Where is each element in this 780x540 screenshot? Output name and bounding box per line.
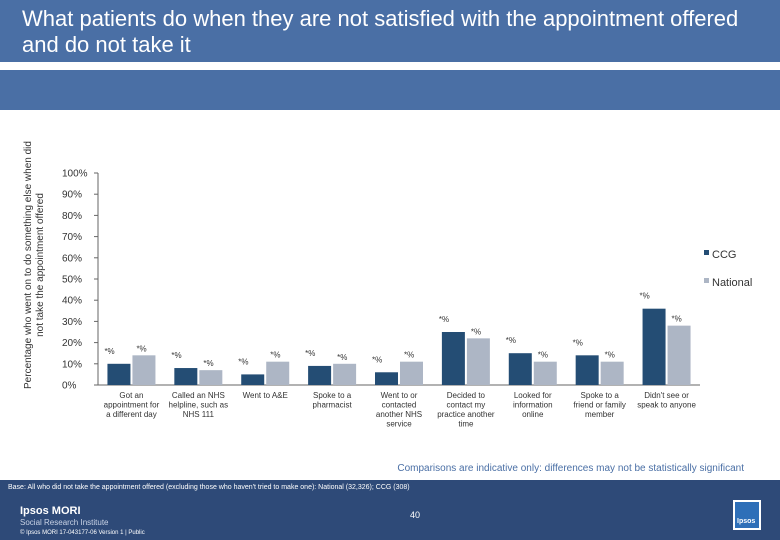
data-label: *%: [605, 351, 615, 360]
data-label: *%: [471, 327, 481, 336]
x-tick-label: practice another: [437, 410, 495, 419]
data-label: *%: [305, 349, 315, 358]
ipsos-badge-text: Ipsos: [737, 518, 756, 525]
ipsos-mori-logo: Ipsos MORI: [20, 505, 81, 517]
x-tick-label: pharmacist: [313, 401, 353, 410]
x-tick-label: speak to anyone: [637, 401, 696, 410]
data-label: *%: [270, 351, 280, 360]
question-banner: Q19. What did you do when you did not ta…: [0, 70, 780, 167]
x-tick-label: appointment for: [104, 401, 160, 410]
bar-ccg-3: [308, 365, 332, 385]
x-tick-label: Decided to: [447, 391, 486, 400]
data-label: *%: [104, 347, 114, 356]
bar-national-0: [132, 355, 156, 385]
y-tick-label: 0%: [62, 381, 77, 392]
bar-ccg-0: [107, 363, 131, 385]
bar-national-6: [533, 361, 557, 385]
x-tick-label: Went to or: [381, 391, 418, 400]
y-tick-label: 50%: [62, 275, 82, 286]
data-label: *%: [573, 338, 583, 347]
bar-national-3: [333, 363, 357, 385]
x-tick-label: helpline, such as: [169, 401, 229, 410]
bar-national-5: [466, 338, 490, 385]
x-tick-label: Spoke to a: [581, 391, 620, 400]
legend-label: CCG: [712, 249, 736, 261]
data-label: *%: [640, 292, 650, 301]
legend-label: National: [712, 277, 752, 289]
page-title: What patients do when they are not satis…: [22, 6, 739, 57]
data-label: *%: [337, 353, 347, 362]
x-tick-label: Didn't see or: [644, 391, 689, 400]
data-label: *%: [439, 315, 449, 324]
data-label: *%: [538, 351, 548, 360]
x-tick-label: Looked for: [514, 391, 552, 400]
y-tick-label: 10%: [62, 359, 82, 370]
bar-national-8: [667, 325, 691, 385]
data-label: *%: [203, 359, 213, 368]
bar-ccg-7: [575, 355, 599, 385]
x-tick-label: a different day: [106, 410, 157, 419]
x-tick-label: contact my: [447, 401, 486, 410]
y-tick-label: 70%: [62, 232, 82, 243]
x-tick-label: Called an NHS: [172, 391, 225, 400]
data-label: *%: [372, 355, 382, 364]
bar-ccg-2: [241, 374, 265, 385]
bar-ccg-4: [375, 372, 398, 385]
bar-ccg-8: [642, 308, 666, 385]
x-tick-label: information: [513, 401, 553, 410]
y-tick-label: 90%: [62, 190, 82, 201]
x-tick-label: friend or family: [573, 401, 625, 410]
x-tick-label: Spoke to a: [313, 391, 352, 400]
bar-ccg-1: [174, 368, 198, 385]
x-tick-label: time: [458, 420, 474, 429]
comparison-note: Comparisons are indicative only: differe…: [397, 463, 744, 474]
y-tick-label: 30%: [62, 317, 82, 328]
y-tick-label: 80%: [62, 211, 82, 222]
data-label: *%: [404, 351, 414, 360]
x-tick-label: service: [386, 420, 412, 429]
y-tick-label: 20%: [62, 338, 82, 349]
legend-swatch-national: [704, 278, 709, 283]
x-tick-label: Went to A&E: [243, 391, 288, 400]
x-tick-label: online: [522, 410, 544, 419]
legend-swatch-ccg: [704, 250, 709, 255]
bar-ccg-6: [508, 353, 532, 385]
y-tick-label: 100%: [62, 169, 88, 180]
data-label: *%: [506, 336, 516, 345]
data-label: *%: [171, 351, 181, 360]
footer-bar: [0, 480, 780, 540]
data-label: *%: [136, 344, 146, 353]
data-label: *%: [238, 357, 248, 366]
x-tick-label: member: [585, 410, 615, 419]
bar-national-4: [400, 361, 423, 385]
x-tick-label: NHS 111: [183, 410, 215, 419]
ipsos-badge-icon: Ipsos: [733, 500, 761, 530]
page-number: 40: [410, 510, 421, 520]
y-tick-label: 40%: [62, 296, 82, 307]
data-label: *%: [672, 315, 682, 324]
bar-chart: 0% 10% 20% 30% 40% 50% 60% 70% 80% 90% 100% *% *% Got…: [62, 169, 752, 429]
x-tick-label: contacted: [382, 401, 417, 410]
title-banner: What patients do when they are not satis…: [0, 0, 780, 62]
x-tick-label: Got an: [119, 391, 143, 400]
bar-national-1: [199, 370, 223, 385]
base-text: Base: All who did not take the appointme…: [8, 484, 410, 491]
bar-national-2: [266, 361, 290, 385]
sri-logo-text: Social Research Institute: [20, 518, 109, 527]
bar-ccg-5: [441, 332, 465, 385]
y-tick-label: 60%: [62, 253, 82, 264]
question-text: Q19. What did you do when you did not ta…: [22, 151, 536, 167]
copyright-text: © Ipsos MORI 17-043177-06 Version 1 | Pu…: [20, 530, 145, 536]
bar-national-7: [600, 361, 624, 385]
x-tick-label: another NHS: [376, 410, 422, 419]
